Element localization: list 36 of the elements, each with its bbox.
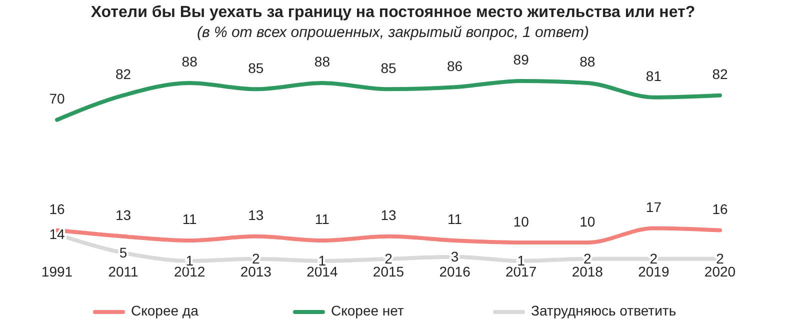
- data-label: 11: [314, 211, 330, 228]
- data-label: 13: [116, 207, 132, 224]
- chart-subtitle: (в % от всех опрошенных, закрытый вопрос, 1 ответ): [196, 24, 590, 41]
- data-label: 88: [182, 54, 198, 70]
- data-label: 5: [119, 244, 128, 260]
- data-label: 16: [49, 200, 65, 217]
- data-label: 1: [517, 252, 526, 269]
- data-label: 17: [646, 198, 662, 215]
- data-label: 82: [712, 66, 728, 82]
- data-label: 88: [580, 54, 596, 70]
- data-label: 86: [447, 58, 463, 74]
- data-label: 85: [380, 60, 396, 76]
- data-label: 11: [448, 211, 462, 228]
- data-label: 1: [186, 252, 194, 269]
- data-label: 81: [646, 68, 662, 84]
- data-label: 85: [248, 60, 264, 76]
- x-tick-label: 1991: [41, 264, 73, 280]
- data-label: 88: [314, 54, 330, 70]
- data-label: 10: [580, 213, 596, 230]
- chart-title: Хотели бы Вы уехать за границу на постоянное место жительства или нет?: [90, 4, 696, 21]
- data-label: 3: [450, 248, 459, 265]
- legend-label: Скорее нет: [331, 302, 404, 319]
- data-label: 70: [49, 90, 65, 107]
- data-label: 1: [318, 252, 326, 269]
- x-tick-label: 2016: [439, 264, 471, 280]
- data-label: 16: [712, 200, 728, 217]
- legend-label: Затрудняюсь ответить: [531, 302, 676, 319]
- data-label: 13: [380, 207, 396, 224]
- x-tick-label: 2011: [108, 264, 139, 280]
- data-label: 82: [116, 66, 132, 82]
- data-label: 89: [513, 52, 530, 68]
- data-label: 10: [513, 213, 530, 230]
- data-label: 13: [248, 207, 264, 224]
- data-label: 11: [182, 211, 198, 228]
- data-label: 14: [49, 226, 65, 242]
- legend-label: Скорее да: [131, 302, 199, 319]
